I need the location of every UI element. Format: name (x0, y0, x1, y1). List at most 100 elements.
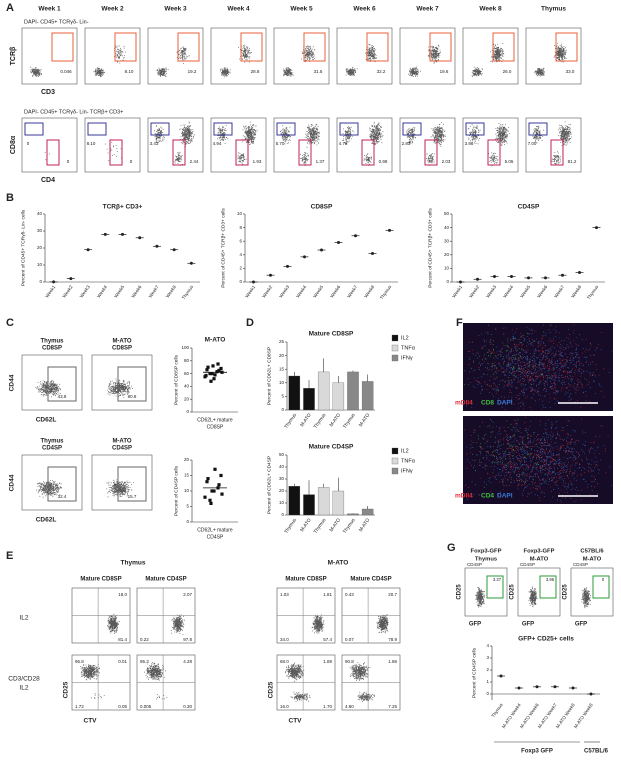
gate-value: 0 (27, 141, 30, 146)
x-tick-label: Week4 (502, 284, 514, 299)
axis-label: CD62L (36, 417, 57, 424)
axis-label: CD25 (510, 584, 516, 600)
treg-gate (592, 575, 610, 599)
x-tick-label: Week8 (570, 284, 582, 299)
cd8-gate (87, 122, 107, 136)
gate-value: 8.10 (125, 69, 134, 74)
quadrant-value: 57.4 (323, 637, 332, 642)
y-tick-label: 0 (281, 512, 284, 517)
plot-frame (21, 117, 78, 173)
x-tick-label: Thymus (342, 412, 357, 430)
x-tick-label: Thymus (283, 517, 298, 535)
plot-frame (399, 27, 456, 85)
dot (208, 372, 212, 376)
column-header: Thymus (541, 6, 566, 13)
chart-title: Mature CD8SP (309, 331, 354, 338)
plot-frame (336, 117, 393, 173)
x-tick-label: Week7 (346, 284, 358, 299)
axis-label: GFP (522, 622, 534, 628)
x-tick-label: Week3 (278, 284, 290, 299)
dot (205, 480, 209, 484)
dot (203, 495, 207, 499)
plot-frame (273, 27, 330, 85)
cell-cloud (217, 121, 258, 166)
gate-value: 7.00 (528, 141, 537, 146)
quadrant-value: 7.25 (388, 704, 397, 709)
cd62l-gate (47, 466, 77, 502)
x-tick-label: Week2 (62, 284, 74, 299)
flow-title: Foxp3-GFP (471, 549, 502, 555)
dot (211, 364, 215, 368)
tcr-gate (555, 32, 578, 62)
x-tick-label: Thymus (379, 284, 393, 301)
group-label: C57BL/6 (584, 749, 609, 755)
plot-frame (84, 27, 141, 85)
y-tick-label: 0 (486, 691, 489, 696)
plot-frame (399, 117, 456, 173)
stain-label: DAPI (497, 493, 513, 500)
cd4-gate (46, 139, 60, 166)
quadrant-value: 2.07 (183, 592, 192, 597)
dot (571, 686, 575, 690)
dot (517, 686, 521, 690)
gate-value: 80.8 (128, 394, 137, 399)
dot (459, 280, 462, 284)
x-tick-label: Week5 (312, 284, 324, 299)
tcr-gate (51, 32, 74, 62)
bar (361, 381, 374, 411)
x-tick-label: Week4 (295, 284, 307, 299)
y-tick-label: 6 (239, 238, 242, 243)
subset-label: CD4SP (467, 562, 482, 567)
cell-cloud (408, 44, 441, 77)
dot (337, 241, 340, 245)
gate-value: 3.37 (493, 577, 502, 582)
cd8-gate (24, 122, 44, 136)
bar (361, 508, 374, 516)
tcr-gate (492, 32, 515, 62)
y-tick-label: 40 (184, 384, 190, 389)
panel-letter: B (6, 192, 14, 204)
y-tick-label: 10 (279, 500, 285, 505)
plot-frame (336, 27, 393, 85)
subset-label: CD4SP (520, 562, 535, 567)
y-tick-label: 0 (281, 407, 284, 412)
y-tick-label: 2 (486, 667, 489, 672)
y-tick-label: 10 (444, 266, 450, 271)
dot (205, 368, 209, 372)
x-tick-label: Thymus (313, 517, 328, 535)
bar (347, 513, 359, 516)
axis-label: CTV (84, 718, 98, 725)
y-tick-label: 2 (239, 266, 242, 271)
legend-swatch (391, 354, 399, 362)
plot-frame (91, 454, 153, 511)
y-tick-label: 10 (184, 488, 190, 493)
chart-title: M-ATO (205, 337, 226, 344)
axis-label: CD25 (268, 681, 275, 698)
x-tick-label: Week8 (363, 284, 375, 299)
y-tick-label: 50 (444, 211, 450, 216)
column-header: Week 8 (479, 6, 502, 13)
legend-swatch (391, 457, 399, 465)
cd4-gate (550, 139, 564, 166)
dot (286, 264, 289, 268)
dot (213, 467, 217, 471)
y-tick-label: 30 (279, 476, 285, 481)
legend-swatch (391, 447, 399, 455)
dot (476, 277, 479, 281)
column-header: Week 6 (353, 6, 376, 13)
quadrant-value: 1.89 (323, 659, 332, 664)
row-label: CD3/CD28 (8, 676, 40, 683)
quadrant-value: 4.80 (345, 704, 354, 709)
gate-value: 31.5 (314, 69, 323, 74)
y-tick-label: 20 (37, 245, 43, 250)
axis-label: Percent of CD62L+ CD8SP (266, 347, 272, 405)
x-tick-label: Week1 (44, 284, 56, 299)
dot (206, 365, 210, 369)
gate-value: 5.70 (276, 141, 285, 146)
y-tick-label: 10 (279, 380, 285, 385)
gate-value: 32.2 (377, 69, 386, 74)
gate-value: 4.76 (339, 141, 348, 146)
cell-cloud (156, 46, 190, 77)
x-tick-label: Week7 (553, 284, 565, 299)
tcr-gate (114, 32, 137, 62)
